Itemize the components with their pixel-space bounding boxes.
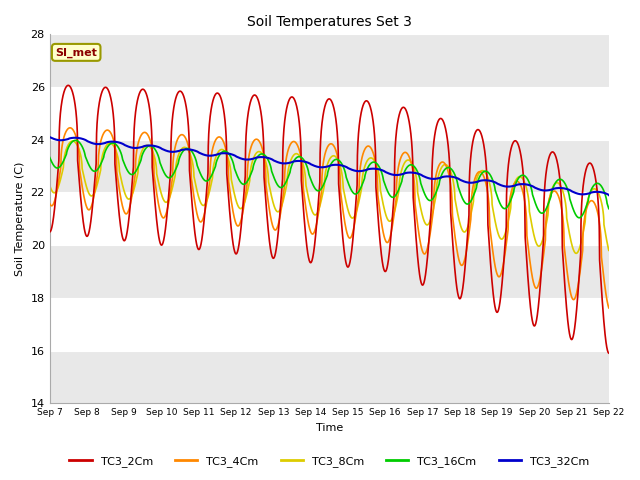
Title: Soil Temperatures Set 3: Soil Temperatures Set 3	[247, 15, 412, 29]
X-axis label: Time: Time	[316, 422, 343, 432]
Text: SI_met: SI_met	[55, 47, 97, 58]
Bar	[50, 87, 609, 140]
Y-axis label: Soil Temperature (C): Soil Temperature (C)	[15, 162, 25, 276]
Bar	[50, 192, 609, 245]
Legend: TC3_2Cm, TC3_4Cm, TC3_8Cm, TC3_16Cm, TC3_32Cm: TC3_2Cm, TC3_4Cm, TC3_8Cm, TC3_16Cm, TC3…	[65, 452, 593, 471]
Bar	[50, 298, 609, 350]
